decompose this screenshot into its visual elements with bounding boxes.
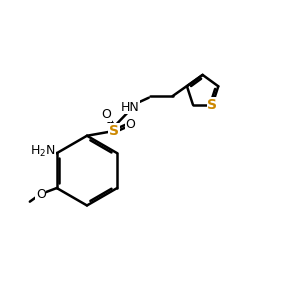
Text: O: O [101, 108, 111, 121]
Text: O: O [126, 118, 135, 131]
Text: S: S [207, 98, 217, 112]
Text: O: O [36, 188, 46, 201]
Text: H$_2$N: H$_2$N [30, 144, 55, 159]
Text: S: S [109, 124, 119, 138]
Text: HN: HN [120, 101, 139, 114]
